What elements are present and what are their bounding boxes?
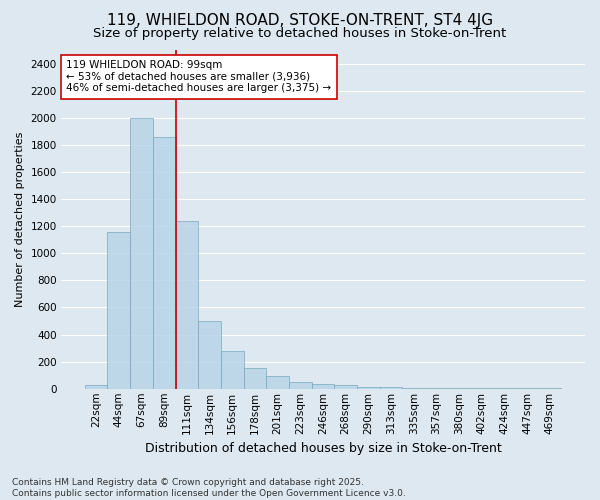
Bar	[334, 384, 357, 389]
Bar	[289, 382, 311, 389]
Bar	[380, 388, 403, 389]
Bar	[153, 136, 176, 389]
Bar	[311, 384, 334, 389]
Text: 119 WHIELDON ROAD: 99sqm
← 53% of detached houses are smaller (3,936)
46% of sem: 119 WHIELDON ROAD: 99sqm ← 53% of detach…	[66, 60, 331, 94]
Y-axis label: Number of detached properties: Number of detached properties	[15, 132, 25, 307]
Bar	[176, 220, 198, 389]
Bar	[470, 388, 493, 389]
Bar	[85, 386, 107, 389]
Bar	[221, 352, 244, 389]
Text: Contains HM Land Registry data © Crown copyright and database right 2025.
Contai: Contains HM Land Registry data © Crown c…	[12, 478, 406, 498]
Bar	[244, 368, 266, 389]
Bar	[266, 376, 289, 389]
Bar	[425, 388, 448, 389]
Bar	[538, 388, 561, 389]
Text: Size of property relative to detached houses in Stoke-on-Trent: Size of property relative to detached ho…	[94, 28, 506, 40]
Text: 119, WHIELDON ROAD, STOKE-ON-TRENT, ST4 4JG: 119, WHIELDON ROAD, STOKE-ON-TRENT, ST4 …	[107, 12, 493, 28]
Bar	[448, 388, 470, 389]
X-axis label: Distribution of detached houses by size in Stoke-on-Trent: Distribution of detached houses by size …	[145, 442, 502, 455]
Bar	[403, 388, 425, 389]
Bar	[107, 232, 130, 389]
Bar	[130, 118, 153, 389]
Bar	[198, 321, 221, 389]
Bar	[357, 386, 380, 389]
